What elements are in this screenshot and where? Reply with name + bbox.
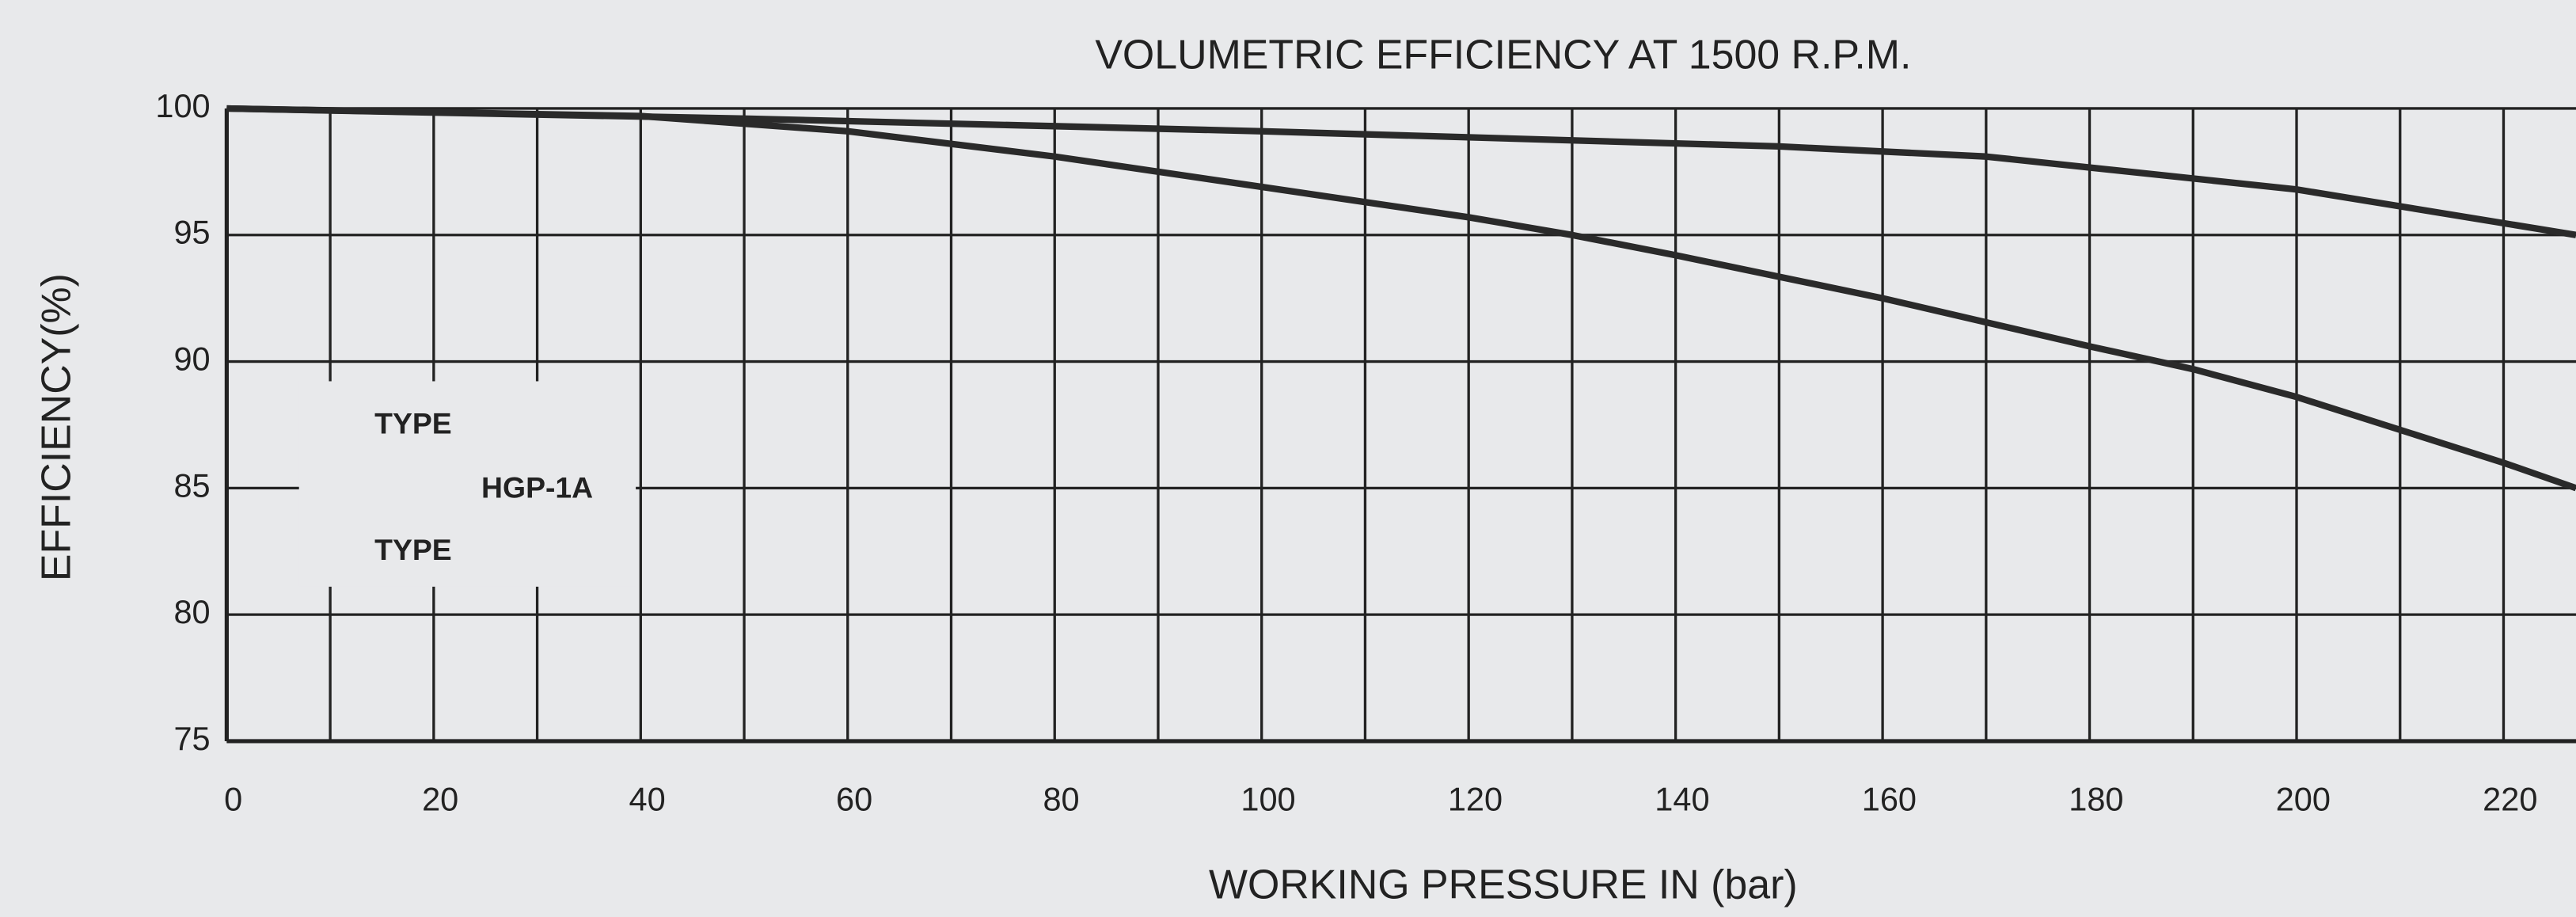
- y-axis-label: EFFICIENCY(%): [32, 273, 78, 581]
- x-tick-label: 220: [2483, 781, 2537, 818]
- line: [226, 105, 2576, 238]
- y-tick-label: 95: [173, 214, 210, 251]
- x-tick-label: 200: [2276, 781, 2331, 818]
- x-tick-label: 180: [2069, 781, 2123, 818]
- annotation: TYPE: [374, 533, 452, 566]
- x-tick-label: 60: [836, 781, 872, 818]
- y-tick-label: 75: [173, 720, 210, 757]
- y-tick-label: 90: [173, 341, 210, 378]
- annotation-box: [298, 381, 636, 587]
- y-tick-label: 85: [173, 466, 210, 504]
- y-tick-label: 80: [173, 593, 210, 630]
- x-tick-label: 160: [1862, 781, 1917, 818]
- y-tick-label: 100: [155, 87, 210, 124]
- x-tick-label: 40: [629, 781, 666, 818]
- x-tick-label: 120: [1448, 781, 1503, 818]
- x-tick-label: 100: [1241, 781, 1295, 818]
- x-tick-label: 140: [1655, 781, 1709, 818]
- x-tick-label: 0: [224, 781, 242, 818]
- line: [226, 105, 2576, 492]
- x-tick-label: 20: [422, 781, 458, 818]
- annotation: TYPE: [374, 406, 452, 439]
- x-axis-label: WORKING PRESSURE IN (bar): [1209, 861, 1798, 907]
- x-tick-label: 80: [1043, 781, 1079, 818]
- chart-title: VOLUMETRIC EFFICIENCY AT 1500 R.P.M.: [1095, 31, 1911, 77]
- annotation: HGP-1A: [481, 470, 593, 504]
